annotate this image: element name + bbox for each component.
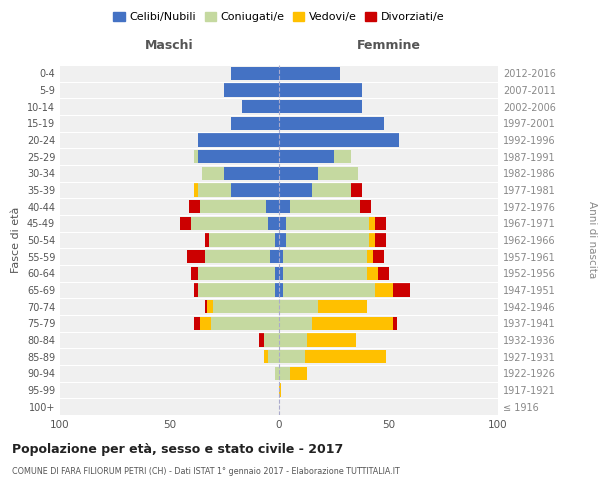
Bar bbox=[305, 350, 386, 364]
Bar bbox=[205, 234, 209, 246]
Bar bbox=[376, 284, 393, 296]
Bar bbox=[377, 266, 389, 280]
Bar bbox=[351, 184, 362, 196]
Bar bbox=[209, 234, 275, 246]
Bar bbox=[279, 350, 305, 364]
Bar bbox=[242, 100, 279, 114]
Bar bbox=[393, 284, 410, 296]
Bar bbox=[283, 284, 376, 296]
Bar bbox=[279, 100, 362, 114]
Bar bbox=[279, 316, 312, 330]
Text: Femmine: Femmine bbox=[356, 38, 421, 52]
Bar bbox=[275, 234, 279, 246]
Bar bbox=[231, 184, 279, 196]
Bar bbox=[207, 300, 214, 314]
Text: Popolazione per età, sesso e stato civile - 2017: Popolazione per età, sesso e stato civil… bbox=[12, 442, 343, 456]
Bar bbox=[312, 184, 351, 196]
Bar bbox=[200, 200, 266, 213]
Bar bbox=[214, 300, 279, 314]
Bar bbox=[373, 250, 384, 264]
Bar bbox=[194, 284, 198, 296]
Bar bbox=[319, 166, 358, 180]
Bar bbox=[275, 366, 279, 380]
Bar bbox=[283, 250, 367, 264]
Bar bbox=[266, 200, 279, 213]
Bar bbox=[268, 350, 279, 364]
Bar bbox=[198, 134, 279, 146]
Bar bbox=[367, 250, 373, 264]
Bar bbox=[194, 150, 198, 164]
Bar bbox=[187, 250, 205, 264]
Bar bbox=[270, 250, 279, 264]
Bar bbox=[360, 200, 371, 213]
Bar bbox=[290, 366, 307, 380]
Bar bbox=[312, 316, 393, 330]
Bar bbox=[319, 300, 367, 314]
Bar bbox=[275, 284, 279, 296]
Bar bbox=[259, 334, 263, 346]
Bar bbox=[290, 200, 360, 213]
Bar bbox=[286, 216, 369, 230]
Bar bbox=[376, 216, 386, 230]
Bar bbox=[189, 200, 200, 213]
Bar bbox=[194, 316, 200, 330]
Bar bbox=[334, 150, 351, 164]
Bar bbox=[279, 234, 286, 246]
Bar bbox=[198, 284, 275, 296]
Legend: Celibi/Nubili, Coniugati/e, Vedovi/e, Divorziati/e: Celibi/Nubili, Coniugati/e, Vedovi/e, Di… bbox=[109, 8, 449, 27]
Bar bbox=[231, 116, 279, 130]
Text: Maschi: Maschi bbox=[145, 38, 194, 52]
Bar bbox=[205, 250, 270, 264]
Bar bbox=[279, 250, 283, 264]
Bar bbox=[279, 366, 290, 380]
Bar bbox=[393, 316, 397, 330]
Bar bbox=[191, 266, 198, 280]
Bar bbox=[286, 234, 369, 246]
Y-axis label: Fasce di età: Fasce di età bbox=[11, 207, 21, 273]
Bar bbox=[279, 166, 319, 180]
Bar bbox=[181, 216, 191, 230]
Bar bbox=[211, 316, 279, 330]
Bar bbox=[231, 66, 279, 80]
Bar bbox=[275, 266, 279, 280]
Text: COMUNE DI FARA FILIORUM PETRI (CH) - Dati ISTAT 1° gennaio 2017 - Elaborazione T: COMUNE DI FARA FILIORUM PETRI (CH) - Dat… bbox=[12, 468, 400, 476]
Bar bbox=[279, 150, 334, 164]
Bar bbox=[279, 116, 384, 130]
Bar bbox=[194, 184, 198, 196]
Bar bbox=[279, 216, 286, 230]
Bar bbox=[279, 84, 362, 96]
Bar bbox=[224, 84, 279, 96]
Bar bbox=[224, 166, 279, 180]
Bar bbox=[376, 234, 386, 246]
Bar bbox=[369, 216, 376, 230]
Bar bbox=[279, 66, 340, 80]
Bar bbox=[263, 350, 268, 364]
Bar bbox=[198, 150, 279, 164]
Bar bbox=[198, 184, 231, 196]
Bar bbox=[283, 266, 367, 280]
Bar bbox=[279, 184, 312, 196]
Bar bbox=[268, 216, 279, 230]
Bar bbox=[279, 200, 290, 213]
Bar bbox=[279, 134, 400, 146]
Bar bbox=[191, 216, 268, 230]
Bar bbox=[205, 300, 207, 314]
Bar bbox=[198, 266, 275, 280]
Bar bbox=[367, 266, 377, 280]
Bar bbox=[369, 234, 376, 246]
Bar bbox=[279, 300, 319, 314]
Bar bbox=[202, 166, 224, 180]
Bar bbox=[279, 384, 281, 396]
Bar bbox=[279, 284, 283, 296]
Bar bbox=[263, 334, 279, 346]
Text: Anni di nascita: Anni di nascita bbox=[587, 202, 597, 278]
Bar bbox=[307, 334, 356, 346]
Bar bbox=[279, 334, 307, 346]
Bar bbox=[200, 316, 211, 330]
Bar bbox=[279, 266, 283, 280]
